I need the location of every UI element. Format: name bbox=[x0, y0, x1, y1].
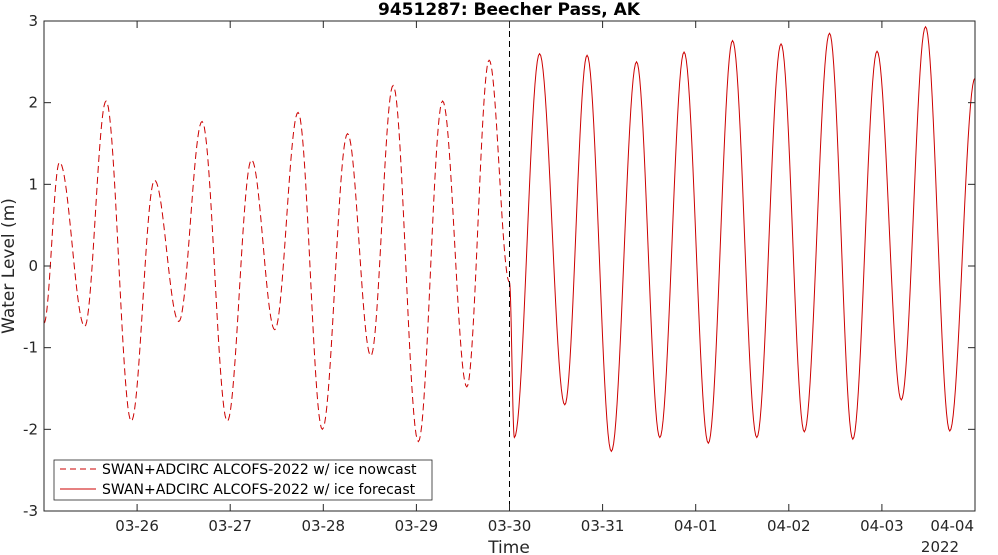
y-tick-label: 3 bbox=[28, 12, 38, 30]
series-line-forecast bbox=[509, 25, 976, 453]
x-tick-label: 03-27 bbox=[208, 517, 252, 535]
legend-box bbox=[53, 459, 433, 501]
legend-nowcast-label: SWAN+ADCIRC ALCOFS-2022 w/ ice nowcast bbox=[102, 462, 417, 478]
y-axis-title: Water Level (m) bbox=[0, 198, 19, 334]
x-tick-label: 03-29 bbox=[395, 517, 439, 535]
x-tick-label: 04-03 bbox=[860, 517, 904, 535]
x-axis-year-label: 2022 bbox=[921, 538, 959, 555]
x-tick-label: 04-02 bbox=[767, 517, 811, 535]
y-tick-label: -2 bbox=[23, 420, 38, 438]
series-line-nowcast bbox=[43, 59, 510, 443]
x-tick-label: 03-30 bbox=[488, 517, 532, 535]
series-layer bbox=[43, 25, 976, 453]
y-tick-label: 2 bbox=[28, 94, 38, 112]
ticks-layer: -3 -2 -1 0 1 2 3 03-26 03-27 03-28 03-29 03-30 03-31… bbox=[23, 12, 976, 535]
legend: SWAN+ADCIRC ALCOFS-2022 w/ ice nowcast S… bbox=[53, 459, 433, 501]
x-axis-title: Time bbox=[487, 538, 530, 555]
y-tick-label: -3 bbox=[23, 502, 38, 520]
x-tick-label: 03-28 bbox=[302, 517, 346, 535]
legend-forecast-label: SWAN+ADCIRC ALCOFS-2022 w/ ice forecast bbox=[102, 482, 416, 498]
y-tick-label: 0 bbox=[28, 257, 38, 275]
y-tick-label: 1 bbox=[28, 175, 38, 193]
x-tick-label: 03-26 bbox=[115, 517, 159, 535]
x-tick-label: 04-04 bbox=[930, 517, 974, 535]
chart-title: 9451287: Beecher Pass, AK bbox=[378, 0, 641, 20]
x-tick-label: 04-01 bbox=[674, 517, 718, 535]
y-tick-label: -1 bbox=[23, 339, 38, 357]
x-tick-label: 03-31 bbox=[581, 517, 625, 535]
